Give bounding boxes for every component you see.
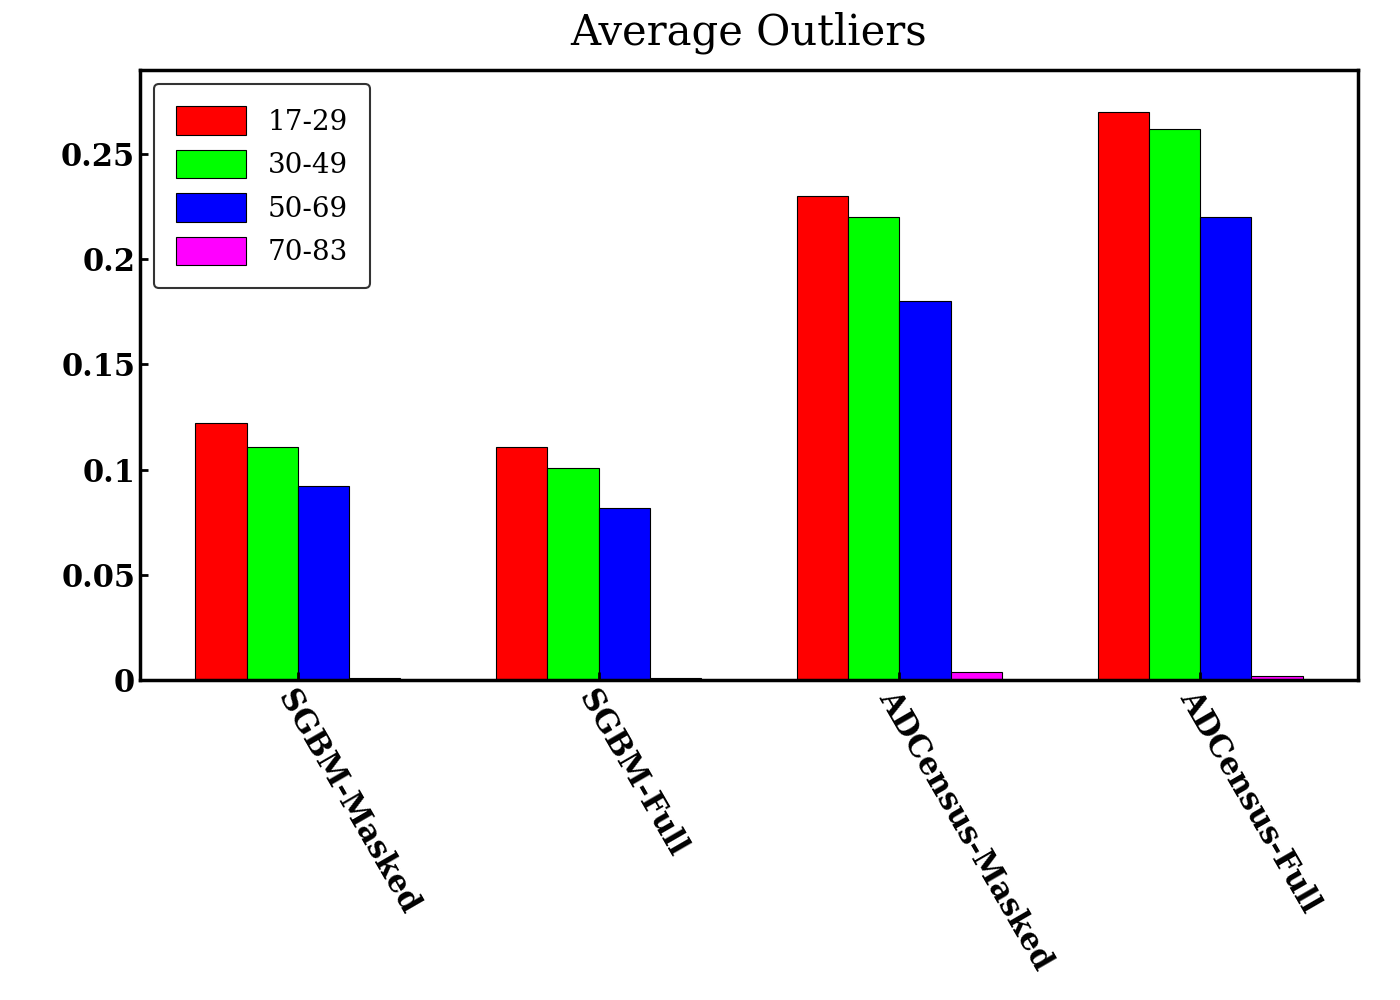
Bar xyxy=(298,486,349,680)
Bar xyxy=(599,508,650,680)
Bar xyxy=(951,672,1002,680)
Bar xyxy=(1200,217,1252,680)
Bar xyxy=(650,678,701,680)
Bar xyxy=(1098,112,1149,680)
Bar xyxy=(246,447,298,680)
Title: Average Outliers: Average Outliers xyxy=(571,12,927,54)
Legend: 17-29, 30-49, 50-69, 70-83: 17-29, 30-49, 50-69, 70-83 xyxy=(154,84,370,288)
Bar xyxy=(899,301,951,680)
Bar xyxy=(547,468,599,680)
Bar xyxy=(797,196,848,680)
Bar xyxy=(1252,676,1302,680)
Bar xyxy=(496,447,547,680)
Bar xyxy=(848,217,899,680)
Bar xyxy=(1149,129,1200,680)
Bar xyxy=(349,678,400,680)
Bar xyxy=(196,423,246,680)
